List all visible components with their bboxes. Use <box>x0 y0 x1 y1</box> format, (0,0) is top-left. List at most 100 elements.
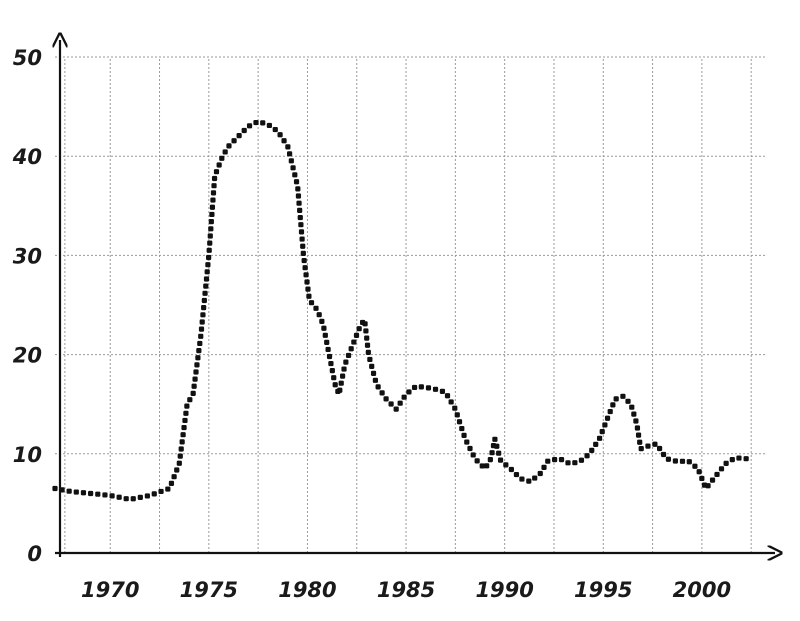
data-point <box>631 411 637 417</box>
data-point <box>565 460 571 466</box>
data-point <box>341 366 347 372</box>
data-point <box>95 491 101 497</box>
data-point <box>367 356 373 363</box>
data-point <box>599 429 605 435</box>
data-point <box>401 394 407 400</box>
data-point <box>709 477 716 483</box>
data-point <box>288 158 294 164</box>
data-point <box>151 491 157 497</box>
data-point <box>393 406 399 412</box>
y-tick-labels: 0 10 20 30 40 50 <box>12 46 42 566</box>
data-point <box>208 219 214 225</box>
data-point <box>593 441 599 447</box>
data-point <box>123 496 129 502</box>
data-point <box>198 333 204 339</box>
data-point <box>545 458 551 464</box>
data-point <box>181 424 187 431</box>
data-point <box>303 272 309 278</box>
data-point <box>302 265 308 271</box>
data-point <box>541 464 547 470</box>
x-tick-label: 1975 <box>180 578 238 602</box>
data-point <box>313 305 319 311</box>
data-point <box>723 460 729 466</box>
data-point <box>165 486 171 492</box>
data-point <box>432 386 439 392</box>
data-point <box>364 342 371 348</box>
data-point <box>246 123 253 129</box>
data-point <box>290 165 296 171</box>
y-tick-label: 50 <box>13 46 42 70</box>
data-point <box>604 415 611 421</box>
data-point <box>180 432 186 438</box>
data-point <box>337 387 343 393</box>
data-point <box>351 339 357 345</box>
data-point <box>200 312 206 318</box>
data-point <box>634 425 641 431</box>
data-point <box>319 318 325 324</box>
data-point <box>364 335 370 341</box>
data-point <box>198 326 205 332</box>
data-point <box>439 388 446 394</box>
data-point <box>102 492 108 498</box>
data-point <box>277 132 283 138</box>
data-point <box>176 460 182 466</box>
data-point <box>295 193 302 199</box>
x-tick-label: 1970 <box>81 578 139 602</box>
data-point <box>158 488 164 495</box>
data-point <box>537 470 543 477</box>
data-point <box>338 380 344 386</box>
data-point <box>322 332 328 338</box>
data-point <box>285 144 291 150</box>
data-point <box>625 398 631 404</box>
x-tick-label: 1980 <box>278 578 336 602</box>
data-point <box>467 445 473 452</box>
data-point <box>332 382 338 388</box>
data-point <box>272 126 278 133</box>
data-point <box>461 432 467 439</box>
data-point <box>602 422 608 428</box>
data-point <box>174 467 180 473</box>
data-point <box>379 390 385 396</box>
data-point <box>297 207 303 213</box>
data-point <box>508 466 514 473</box>
data-point <box>340 373 346 379</box>
data-point <box>298 222 304 228</box>
data-point <box>213 169 220 175</box>
series-line <box>52 119 749 502</box>
data-point <box>633 418 639 424</box>
data-point <box>88 490 94 497</box>
data-point <box>454 412 460 418</box>
data-point <box>304 279 310 285</box>
y-tick-label: 40 <box>12 145 42 169</box>
data-point <box>718 466 725 472</box>
data-point <box>383 396 389 402</box>
data-point <box>306 293 312 299</box>
data-point <box>474 458 480 464</box>
data-point <box>137 494 143 500</box>
data-point <box>519 476 525 482</box>
data-point <box>397 400 403 406</box>
data-point <box>635 432 642 438</box>
data-point <box>348 346 354 352</box>
data-point <box>177 453 183 459</box>
data-point <box>459 425 465 432</box>
data-point <box>202 290 208 296</box>
data-point <box>207 233 213 239</box>
data-point <box>326 353 333 360</box>
data-point <box>179 439 185 445</box>
data-point <box>705 483 711 489</box>
data-point <box>210 190 217 196</box>
data-point <box>532 475 538 481</box>
data-point <box>203 283 209 289</box>
data-point <box>305 286 311 292</box>
data-point <box>73 489 79 495</box>
data-point <box>193 369 199 375</box>
data-point <box>178 446 184 452</box>
data-point <box>656 445 663 452</box>
data-point <box>584 453 590 459</box>
data-point <box>196 347 202 354</box>
data-point <box>743 456 749 462</box>
data-point <box>363 328 369 334</box>
data-point <box>489 450 495 456</box>
data-point <box>607 408 613 415</box>
